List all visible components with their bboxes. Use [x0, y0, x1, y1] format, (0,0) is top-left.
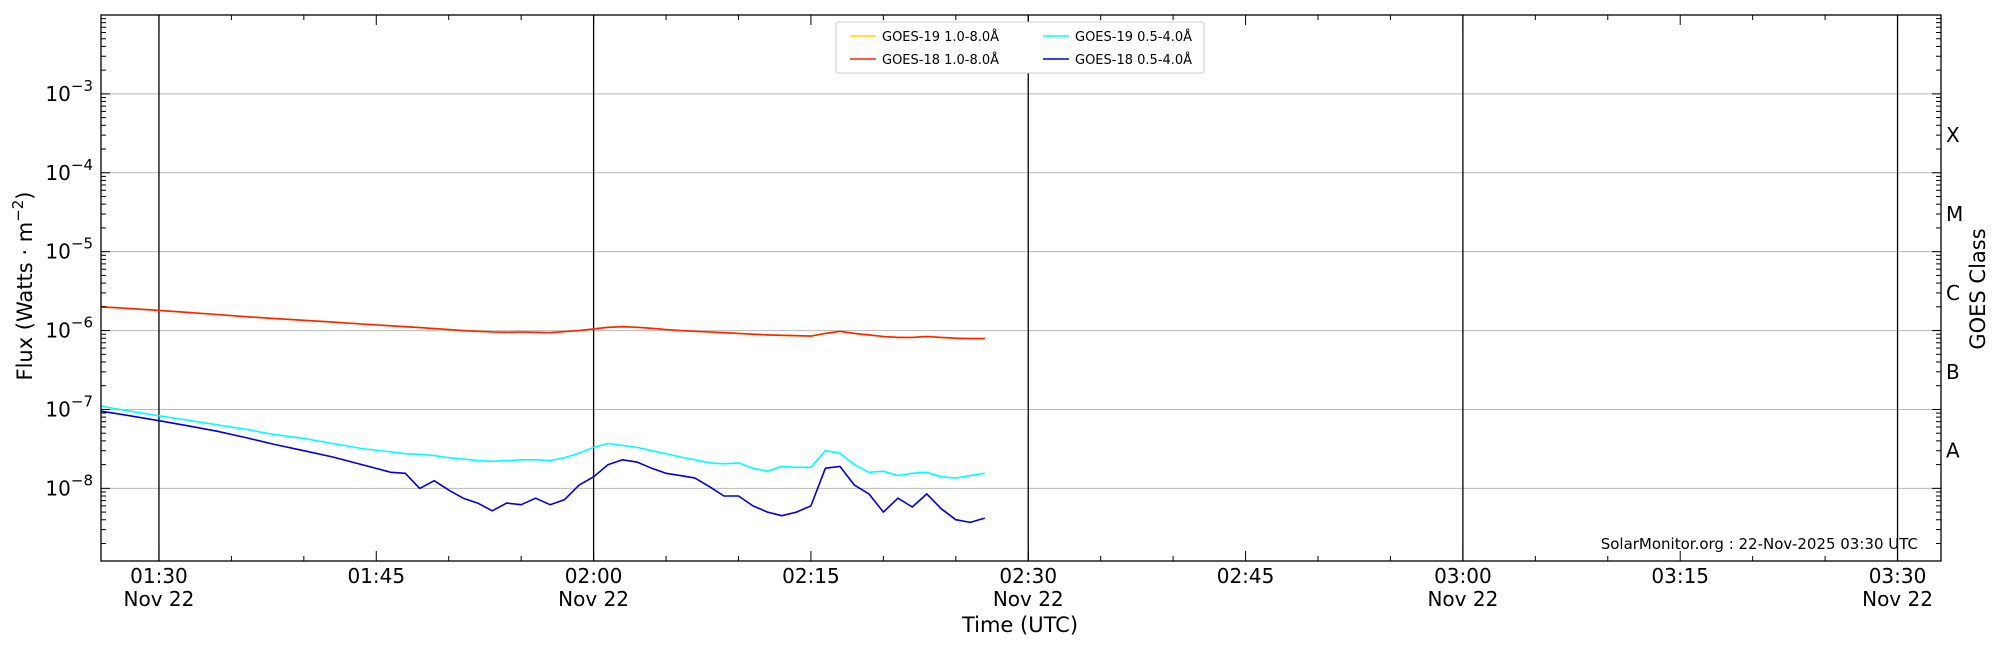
y-tick-label: 10−8: [45, 471, 93, 500]
y-tick-label: 10−3: [45, 77, 93, 106]
y-axis-title: Flux (Watts · m−2): [9, 191, 37, 380]
y-tick-base: 10: [45, 319, 70, 343]
y-tick-exponent: −8: [71, 471, 93, 489]
plot-frame: [100, 14, 1942, 562]
solarmonitor-credit: SolarMonitor.org : 22-Nov-2025 03:30 UTC: [1601, 535, 1918, 553]
goes-class-label: M: [1946, 202, 1963, 226]
y-tick-base: 10: [45, 82, 70, 106]
y-tick-exponent: −6: [71, 314, 93, 332]
series-line: [100, 405, 985, 479]
legend-label: GOES-19 0.5-4.0Å: [1075, 29, 1192, 45]
legend-label: GOES-18 0.5-4.0Å: [1075, 52, 1192, 68]
legend-label: GOES-19 1.0-8.0Å: [882, 29, 999, 45]
series-line: [100, 410, 986, 524]
goes-class-label: X: [1946, 123, 1960, 147]
y-axis-title-main: Flux (Watts · m: [13, 222, 37, 381]
x-tick-label: 01:30: [130, 564, 188, 588]
x-tick-label: 02:30: [999, 564, 1057, 588]
y-axis-title-exponent: −2: [9, 200, 27, 222]
goes-class-axis-title: GOES Class: [1966, 228, 1990, 349]
x-tick-label: 02:15: [782, 564, 840, 588]
x-tick-label: 02:45: [1217, 564, 1275, 588]
y-tick-exponent: −3: [71, 77, 93, 95]
legend-box: [835, 21, 1205, 74]
y-tick-label: 10−4: [45, 156, 93, 185]
x-tick-label: 03:30: [1869, 564, 1927, 588]
y-tick-base: 10: [45, 240, 70, 264]
goes-class-label: A: [1946, 439, 1960, 463]
y-tick-exponent: −5: [71, 235, 93, 253]
x-tick-label: 01:45: [347, 564, 405, 588]
legend: GOES-19 1.0-8.0Å GOES-18 1.0-8.0Å GOES-19 …: [835, 21, 1205, 74]
goes-class-label: C: [1946, 281, 1960, 305]
x-tick-label: 03:00: [1434, 564, 1492, 588]
x-tick-date: Nov 22: [558, 587, 629, 611]
x-tick-date: Nov 22: [1862, 587, 1933, 611]
x-axis-title: Time (UTC): [961, 613, 1078, 637]
y-tick-label: 10−5: [45, 235, 93, 264]
y-tick-base: 10: [45, 476, 70, 500]
y-tick-exponent: −7: [71, 392, 93, 410]
y-tick-label: 10−6: [45, 314, 93, 343]
series-layer: [100, 306, 986, 524]
x-tick-date: Nov 22: [124, 587, 195, 611]
y-tick-exponent: −4: [71, 156, 93, 174]
y-tick-base: 10: [45, 161, 70, 185]
y-tick-base: 10: [45, 397, 70, 421]
y-axis-title-close: ): [13, 191, 37, 199]
x-tick-label: 02:00: [565, 564, 623, 588]
x-tick-label: 03:15: [1651, 564, 1709, 588]
vertical-time-lines: [158, 15, 1899, 561]
x-tick-date: Nov 22: [993, 587, 1064, 611]
x-tick-date: Nov 22: [1427, 587, 1498, 611]
goes-class-label: B: [1946, 360, 1960, 384]
series-line: [100, 306, 985, 340]
y-tick-label: 10−7: [45, 392, 93, 421]
legend-label: GOES-18 1.0-8.0Å: [882, 52, 999, 68]
grid-layer: [101, 93, 1941, 489]
tick-layer: [101, 15, 1941, 561]
